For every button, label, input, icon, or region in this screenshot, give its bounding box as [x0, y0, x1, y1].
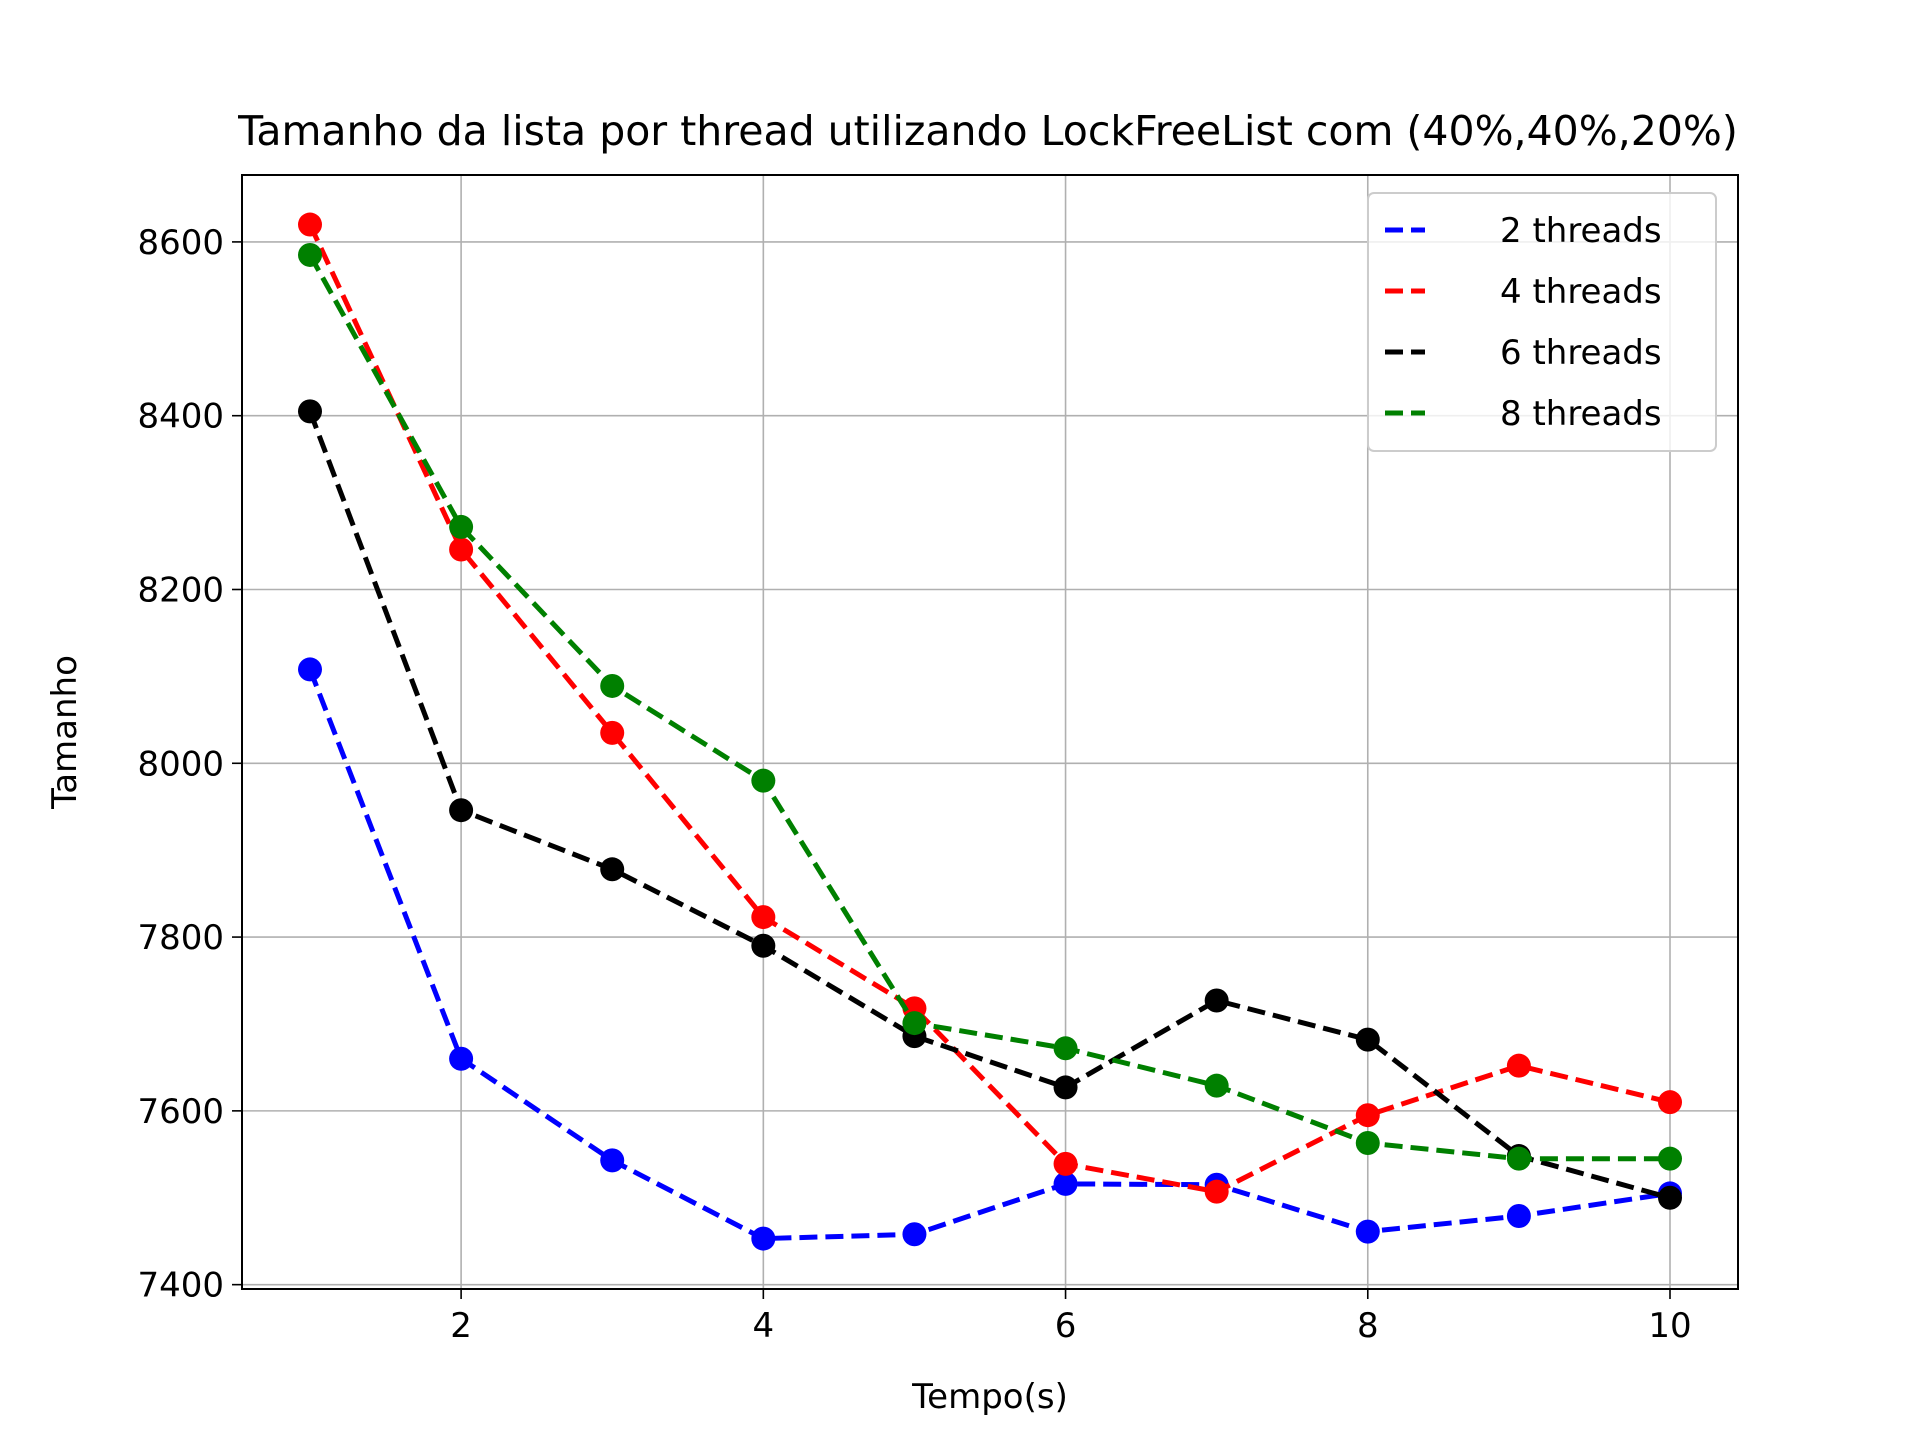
data-point [1355, 1219, 1380, 1244]
legend: 2 threads 4 threads 6 threads 8 threads [1367, 192, 1717, 452]
data-point [449, 798, 474, 823]
data-point [1658, 1185, 1682, 1210]
chart-title: Tamanho da lista por thread utilizando L… [237, 107, 1738, 155]
series-group [298, 242, 1682, 1171]
data-point [449, 1046, 474, 1071]
data-point [751, 905, 776, 930]
series-line [307, 410, 1671, 1201]
data-point [1204, 988, 1229, 1013]
series-group [298, 212, 1682, 1204]
data-point [600, 720, 625, 745]
data-point [298, 242, 322, 267]
data-point [298, 212, 322, 237]
data-point [1355, 1027, 1380, 1052]
data-point [600, 673, 625, 698]
data-point [1506, 1146, 1531, 1171]
x-tick-label: 10 [1648, 1306, 1691, 1346]
y-tick-label: 7400 [137, 1266, 224, 1306]
y-axis-label: Tamanho [45, 655, 85, 810]
data-point [600, 1148, 625, 1173]
y-axis: 7400 7600 7800 8000 8200 8400 8600 [137, 223, 242, 1306]
y-tick-label: 7600 [137, 1092, 224, 1132]
data-point [1204, 1073, 1229, 1098]
plot-frame [241, 174, 1739, 1290]
data-point [600, 857, 625, 882]
y-tick-label: 8000 [137, 744, 224, 784]
data-point [1053, 1075, 1078, 1100]
data-point [1506, 1204, 1531, 1229]
x-tick-label: 4 [753, 1306, 775, 1346]
x-axis-label: Tempo(s) [911, 1377, 1068, 1417]
x-tick-label: 8 [1357, 1306, 1379, 1346]
data-point [298, 399, 322, 424]
series-line [307, 668, 1671, 1242]
data-point [1053, 1151, 1078, 1176]
data-point [1355, 1103, 1380, 1128]
x-tick-label: 6 [1055, 1306, 1077, 1346]
legend-box [1367, 192, 1717, 452]
data-point [902, 1222, 927, 1247]
y-tick-label: 7800 [137, 918, 224, 958]
data-point [751, 933, 776, 958]
data-point [1658, 1146, 1682, 1171]
data-point [1658, 1090, 1682, 1115]
y-tick-label: 8200 [137, 570, 224, 610]
data-point [751, 768, 776, 793]
data-point [902, 1011, 927, 1036]
data-point [1204, 1179, 1229, 1204]
data-point [1053, 1036, 1078, 1061]
x-axis: 2 4 6 8 10 [450, 1289, 1692, 1346]
data-point [1506, 1053, 1531, 1078]
series-line [307, 253, 1670, 1162]
x-tick-label: 2 [450, 1306, 472, 1346]
y-tick-label: 8400 [137, 397, 224, 437]
legend-entry-label: 2 threads [1500, 211, 1662, 251]
data-point [1355, 1131, 1380, 1156]
legend-entry-label: 6 threads [1500, 333, 1662, 373]
data-point [751, 1226, 776, 1251]
series-layer [298, 212, 1682, 1251]
legend-entry-label: 8 threads [1500, 394, 1662, 434]
legend-entry-label: 4 threads [1500, 272, 1662, 312]
data-point [449, 514, 474, 539]
data-point [1053, 1171, 1078, 1196]
data-point [298, 657, 322, 682]
series-line [307, 223, 1671, 1195]
data-point [449, 537, 474, 562]
y-tick-label: 8600 [137, 223, 224, 263]
series-group [298, 657, 1682, 1251]
